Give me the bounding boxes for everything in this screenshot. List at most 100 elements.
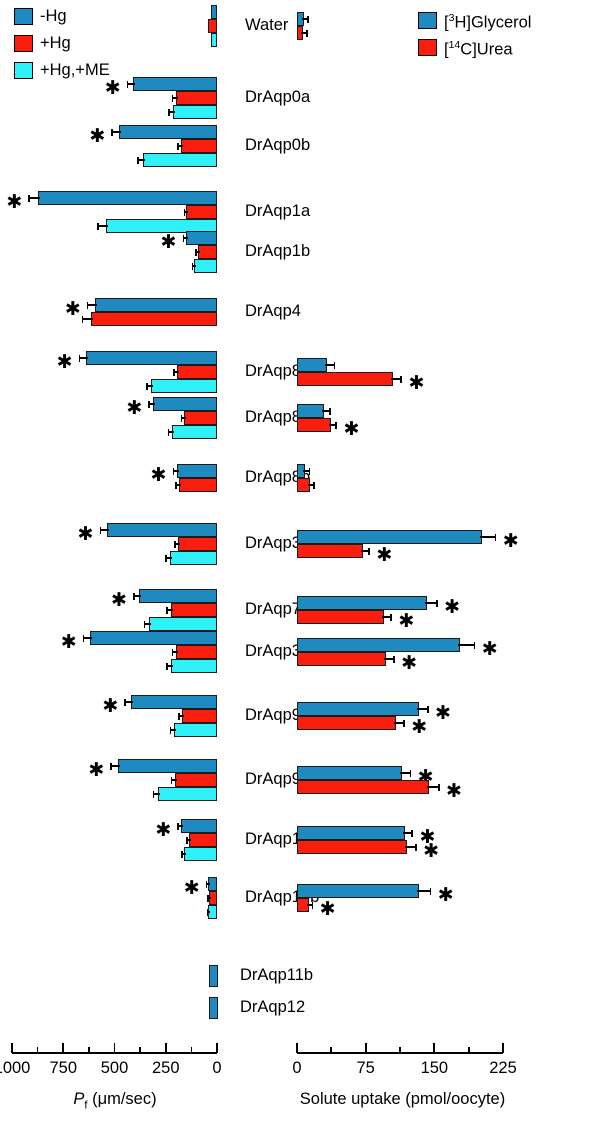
errorcap-right-DrAqp9b-urea	[437, 783, 440, 791]
bar-left-Water-Hg	[207, 19, 217, 33]
right-axis-tick-150	[433, 1043, 436, 1053]
significance-star-right-DrAqp8aa-urea: ✱	[408, 372, 425, 394]
legend-label-glycerol: [3H]Glycerol	[444, 12, 532, 32]
row-label-DrAqp11b: DrAqp11b	[240, 966, 314, 984]
significance-star-left-DrAqp8ab: ✱	[126, 397, 143, 419]
significance-star-right-DrAqp10b-glycerol: ✱	[437, 884, 454, 906]
errorcap-left-DrAqp8ab-Hg	[180, 414, 183, 422]
bar-left-DrAqp10a-HgME	[184, 847, 217, 861]
errorbar-left-DrAqp8ab-minusHg	[148, 403, 156, 405]
errorcap-left-DrAqp1b-Hg	[195, 248, 197, 256]
bar-right-DrAqp10a-urea	[297, 840, 407, 854]
errorbar-left-DrAqp3a-HgME	[165, 557, 172, 559]
errorbar-right-DrAqp8ab-urea	[328, 424, 336, 426]
errorbar-left-DrAqp0b-Hg	[177, 145, 184, 147]
errorcap-left-DrAqp0b-minusHg	[111, 128, 114, 136]
errorcap-right-DrAqp10a-glycerol	[411, 829, 414, 837]
legend-item-glycerol: [3H]Glycerol	[418, 10, 531, 32]
bar-right-DrAqp3a-urea	[297, 544, 363, 558]
significance-star-left-DrAqp0b: ✱	[89, 125, 106, 147]
right-axis-ticklabel-225: 225	[489, 1059, 517, 1077]
row-label-DrAqp4: DrAqp4	[245, 302, 301, 320]
errorbar-left-DrAqp8aa-HgME	[146, 385, 154, 387]
bar-left-DrAqp4-Hg	[90, 312, 217, 326]
errorcap-right-DrAqp8ab-glycerol	[329, 407, 331, 415]
row-label-DrAqp0a: DrAqp0a	[245, 88, 311, 106]
legend-swatch-minus_hg	[14, 8, 33, 25]
errorbar-left-DrAqp8b-Hg	[174, 484, 182, 486]
errorcap-right-DrAqp7-urea	[390, 613, 392, 621]
significance-star-left-DrAqp0a: ✱	[104, 77, 121, 99]
bar-right-DrAqp8ab-urea	[297, 418, 331, 432]
errorbar-right-DrAqp9a-glycerol	[416, 708, 427, 710]
significance-star-right-DrAqp10a-glycerol: ✱	[419, 826, 436, 848]
bar-left-DrAqp3a-HgME	[169, 551, 217, 565]
errorcap-left-DrAqp3b-minusHg	[82, 634, 85, 642]
significance-star-right-DrAqp9a-glycerol: ✱	[435, 702, 451, 724]
errorbar-right-DrAqp10a-urea	[404, 846, 416, 848]
errorbar-right-DrAqp7-urea	[381, 616, 391, 618]
errorbar-right-DrAqp8aa-glycerol	[325, 364, 334, 366]
errorbar-left-DrAqp9b-Hg	[170, 779, 177, 781]
left-axis-tick-250	[164, 1043, 167, 1053]
right-axis-tick-225	[502, 1043, 504, 1053]
errorbar-left-DrAqp0a-minusHg	[126, 83, 135, 85]
bar-right-DrAqp7-glycerol	[297, 596, 427, 610]
errorbar-left-DrAqp10b-HgME	[206, 911, 211, 913]
right-axis-ticklabel-150: 150	[420, 1059, 449, 1077]
errorcap-right-DrAqp3a-urea	[368, 547, 370, 555]
bar-left-DrAqp8b-Hg	[179, 478, 217, 492]
legend-swatch-urea	[418, 39, 437, 57]
bar-right-DrAqp8aa-urea	[297, 372, 394, 386]
significance-star-left-DrAqp3b: ✱	[60, 631, 77, 653]
errorbar-left-DrAqp0b-HgME	[137, 159, 146, 161]
errorbar-left-DrAqp1a-HgME	[97, 225, 109, 227]
errorcap-left-DrAqp0a-Hg	[171, 94, 174, 102]
bar-left-DrAqp9b-HgME	[157, 787, 217, 801]
errorbar-right-DrAqp9b-urea	[426, 786, 438, 788]
errorbar-left-DrAqp3a-Hg	[173, 543, 181, 545]
left-axis-tick-500	[113, 1043, 116, 1053]
bar-left-DrAqp0b-minusHg	[118, 125, 217, 139]
errorbar-right-DrAqp3b-urea	[383, 658, 394, 660]
errorcap-right-DrAqp9a-urea	[403, 719, 405, 727]
bar-left-DrAqp8b-minusHg	[177, 464, 217, 478]
errorbar-left-DrAqp3b-Hg	[171, 651, 178, 653]
row-label-DrAqp1a: DrAqp1a	[245, 202, 311, 220]
errorbar-left-DrAqp10a-HgME	[180, 853, 187, 855]
bar-left-DrAqp10a-minusHg	[181, 819, 217, 833]
errorbar-left-DrAqp9b-HgME	[152, 793, 160, 795]
errorbar-left-DrAqp1b-HgME	[191, 265, 197, 267]
significance-star-right-DrAqp8ab-urea: ✱	[343, 418, 360, 440]
errorcap-left-DrAqp10a-Hg	[186, 836, 189, 844]
bar-left-DrAqp7-Hg	[170, 603, 217, 617]
errorbar-left-DrAqp0a-Hg	[171, 97, 178, 99]
bar-left-DrAqp9a-Hg	[182, 709, 217, 723]
bar-left-DrAqp3a-Hg	[178, 537, 217, 551]
row-label-DrAqp0b: DrAqp0b	[245, 136, 311, 154]
bar-left-DrAqp8aa-minusHg	[85, 351, 217, 365]
left-axis-minortick-375	[139, 1047, 141, 1053]
legend-label-minus_hg: -Hg	[40, 7, 67, 25]
significance-star-left-DrAqp8aa: ✱	[56, 351, 73, 373]
errorcap-left-DrAqp3a-minusHg	[99, 526, 102, 534]
bar-left-DrAqp9b-Hg	[174, 773, 217, 787]
errorbar-left-DrAqp1b-Hg	[195, 251, 200, 253]
significance-star-right-DrAqp9a-urea: ✱	[411, 716, 428, 738]
errorbar-left-DrAqp7-minusHg	[132, 595, 142, 597]
significance-star-left-DrAqp9a: ✱	[102, 695, 119, 717]
left-axis-ticklabel-250: 250	[151, 1059, 180, 1077]
left-axis-ticklabel-500: 500	[100, 1059, 129, 1077]
errorbar-right-DrAqp8aa-urea	[391, 378, 401, 380]
bar-right-DrAqp9a-urea	[297, 716, 396, 730]
bar-right-DrAqp8ab-glycerol	[297, 404, 325, 418]
errorbar-right-Water-urea	[301, 32, 307, 34]
bar-left-DrAqp0b-HgME	[143, 153, 217, 167]
errorcap-left-DrAqp9a-minusHg	[124, 698, 126, 706]
errorbar-left-DrAqp3b-HgME	[166, 665, 173, 667]
errorbar-left-DrAqp9a-minusHg	[124, 701, 133, 703]
errorcap-left-DrAqp8b-minusHg	[172, 467, 175, 475]
bar-right-DrAqp9b-urea	[297, 780, 429, 794]
errorcap-left-DrAqp1b-HgME	[191, 262, 194, 270]
row-label-DrAqp3a: DrAqp3a	[245, 534, 311, 552]
